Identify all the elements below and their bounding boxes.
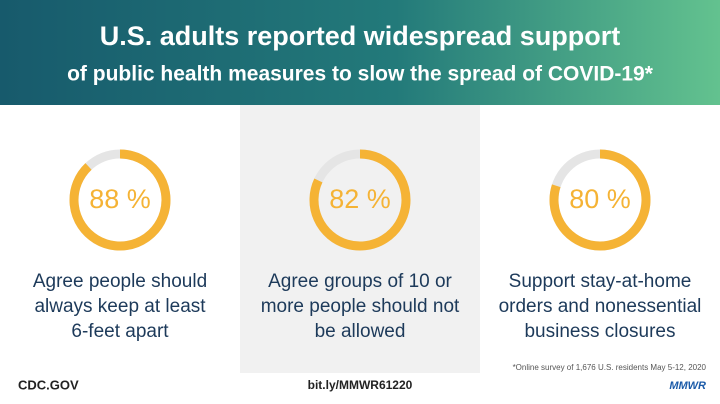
value-label: 82 % [329,184,391,214]
value-label: 80 % [569,184,631,214]
caption-line: Agree people should [33,271,207,292]
title-line: U.S. adults reported widespread support [100,21,621,51]
title-line: of public health measures to slow the sp… [67,63,654,86]
donut-arc [69,149,171,251]
donut-arc [309,149,411,251]
footer-center: bit.ly/MMWR61220 [308,378,413,392]
header-band [0,0,720,105]
caption-line: 6-feet apart [71,321,169,342]
value-label: 88 % [89,184,151,214]
caption-line: be allowed [315,321,406,342]
donut-arc [549,149,651,251]
caption-line: orders and nonessential [499,296,702,317]
caption-line: Support stay-at-home [509,271,692,292]
caption-line: business closures [524,321,675,342]
caption-line: always keep at least [34,296,206,317]
footer-right: MMWR [669,380,706,392]
footer-left: CDC.GOV [18,377,79,392]
caption-line: Agree groups of 10 or [268,271,452,292]
footnote: *Online survey of 1,676 U.S. residents M… [513,363,707,372]
caption-line: more people should not [261,296,460,317]
